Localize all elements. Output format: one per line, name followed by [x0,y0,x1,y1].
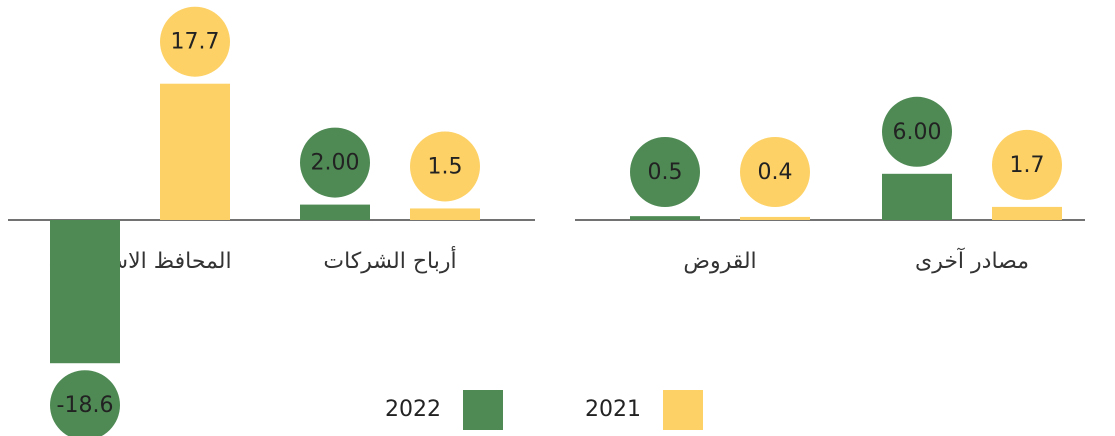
value-label: 0.5 [648,160,683,185]
category-label: القروض [683,249,756,274]
bar [882,173,952,220]
legend-label: 2021 [585,397,641,422]
category-label: أرباح الشركات [323,246,456,274]
legend-swatch [463,390,503,430]
bar [740,216,810,220]
legend-swatch [663,390,703,430]
bar [410,208,480,220]
value-bubble [300,127,370,198]
bar [160,83,230,221]
bar [992,206,1062,220]
bar [50,220,120,364]
value-label: 2.00 [311,151,360,176]
value-bubble [630,137,700,207]
value-label: 17.7 [171,30,220,55]
value-bubble [160,6,230,77]
value-label: 0.4 [758,160,793,185]
value-label: 1.5 [428,154,463,179]
legend-label: 2022 [385,397,441,422]
value-bubble [410,131,480,202]
value-label: 1.7 [1010,153,1045,178]
bar [630,216,700,220]
bar [300,204,370,220]
value-bubble [50,370,120,436]
category-label: مصادر آخرى [915,247,1029,274]
value-label: 6.00 [893,120,942,145]
value-bubble [882,96,952,167]
value-bubble [992,129,1062,200]
value-bubble [740,137,810,207]
value-label: -18.6 [57,393,114,418]
